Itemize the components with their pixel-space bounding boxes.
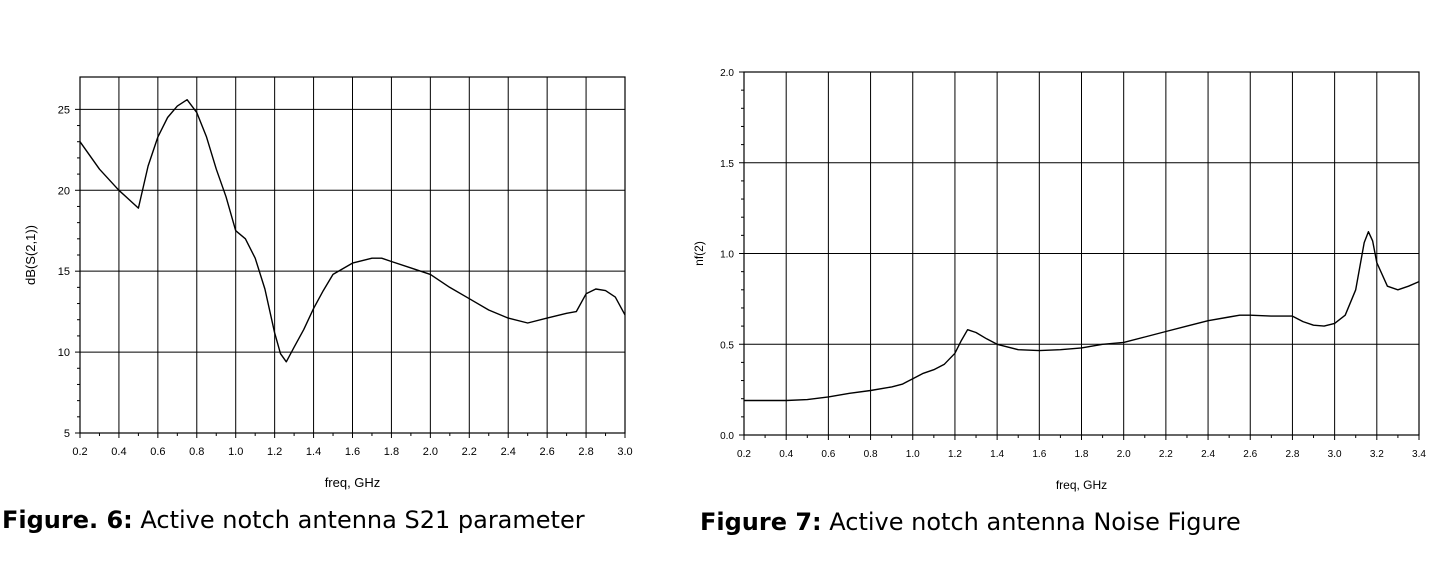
y-tick-label: 15: [58, 266, 70, 278]
x-tick-label: 1.0: [228, 446, 243, 458]
x-tick-label: 0.6: [821, 449, 835, 460]
x-tick-label: 0.2: [737, 449, 751, 460]
figure-7-caption-label: Figure 7:: [700, 508, 822, 536]
y-tick-label: 0.0: [720, 431, 734, 442]
x-tick-label: 2.8: [578, 446, 593, 458]
x-tick-label: 0.4: [111, 446, 126, 458]
plot-frame: [79, 76, 626, 434]
x-tick-label: 1.8: [1075, 449, 1089, 460]
y-axis-label: nf(2): [692, 241, 706, 266]
figure-6-caption-label: Figure. 6:: [2, 506, 133, 534]
x-tick-label: 1.0: [906, 449, 920, 460]
plot-frame: [743, 71, 1420, 436]
x-tick-label: 2.6: [539, 446, 554, 458]
y-tick-label: 10: [58, 347, 70, 359]
x-tick-label: 2.4: [501, 446, 516, 458]
y-tick-label: 20: [58, 185, 70, 197]
x-tick-label: 0.8: [189, 446, 204, 458]
x-tick-label: 1.4: [306, 446, 321, 458]
series-line: [744, 230, 1420, 402]
x-tick-label: 0.4: [779, 449, 793, 460]
y-tick-label: 5: [64, 428, 70, 440]
x-tick-label: 1.2: [948, 449, 962, 460]
figure-6-caption: Figure. 6: Active notch antenna S21 para…: [2, 506, 585, 534]
noise-figure-chart: 0.2 0.4 0.6 0.8 1.0 1.2 1.4 1.6 1.8 2.0 2.2 2.4 2.6 2…: [692, 68, 1426, 492]
x-tick-label: 1.8: [384, 446, 399, 458]
x-tick-label: 2.2: [462, 446, 477, 458]
x-tick-label: 1.4: [990, 449, 1004, 460]
x-tick-label: 2.8: [1285, 449, 1299, 460]
x-tick-label: 0.6: [150, 446, 165, 458]
x-tick-label: 2.2: [1159, 449, 1173, 460]
figure-7-caption: Figure 7: Active notch antenna Noise Fig…: [700, 508, 1241, 536]
x-axis-label: freq, GHz: [1056, 478, 1107, 492]
y-tick-label: 25: [58, 104, 70, 116]
figure-6-caption-text: Active notch antenna S21 parameter: [132, 506, 585, 534]
series-line: [79, 98, 626, 363]
x-tick-label: 3.0: [1328, 449, 1342, 460]
y-axis-label: dB(S(2,1)): [23, 225, 38, 285]
x-tick-label: 1.6: [1032, 449, 1046, 460]
s21-chart: 0.2 0.4 0.6 0.8 1.0 1.2 1.4 1.6 1.8 2.0 2.2 2.4 2.6 2…: [23, 76, 633, 490]
x-tick-label: 1.6: [345, 446, 360, 458]
y-tick-label: 1.0: [720, 250, 734, 261]
x-tick-label: 3.2: [1370, 449, 1384, 460]
x-tick-label: 2.0: [423, 446, 438, 458]
x-tick-label: 0.8: [864, 449, 878, 460]
y-tick-label: 1.5: [720, 159, 734, 170]
y-tick-label: 2.0: [720, 68, 734, 79]
x-axis-label: freq, GHz: [325, 475, 381, 490]
y-tick-label: 0.5: [720, 340, 734, 351]
x-tick-label: 2.0: [1117, 449, 1131, 460]
x-tick-label: 3.4: [1412, 449, 1426, 460]
x-tick-label: 1.2: [267, 446, 282, 458]
x-tick-label: 2.4: [1201, 449, 1215, 460]
figure-7-caption-text: Active notch antenna Noise Figure: [821, 508, 1241, 536]
x-tick-label: 0.2: [72, 446, 87, 458]
x-tick-label: 3.0: [617, 446, 632, 458]
x-tick-label: 2.6: [1243, 449, 1257, 460]
